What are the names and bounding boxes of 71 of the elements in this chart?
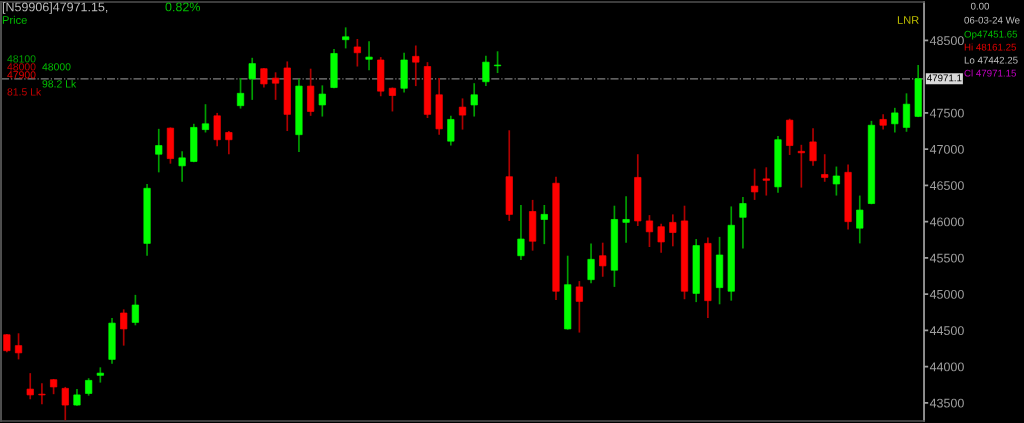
y-tick-label: 47000 bbox=[929, 144, 964, 154]
candlestick bbox=[797, 143, 805, 189]
text: Op47451.65 bbox=[964, 30, 1018, 40]
annotation: 47900 bbox=[7, 71, 36, 79]
candlestick bbox=[447, 114, 455, 147]
annotation: 81.5 Lk bbox=[7, 87, 42, 96]
chart-title: [N59906]47971.15, bbox=[2, 2, 108, 14]
candlestick bbox=[213, 112, 221, 148]
text: 06-03-24 We bbox=[964, 16, 1020, 24]
candlestick bbox=[61, 386, 69, 421]
annotation: LNR bbox=[897, 16, 919, 24]
candlestick bbox=[739, 196, 747, 250]
y-tick-label: 45000 bbox=[929, 289, 964, 299]
candlestick bbox=[365, 40, 373, 71]
candlestick bbox=[587, 242, 595, 285]
candlestick bbox=[809, 127, 817, 167]
candlestick bbox=[575, 280, 583, 334]
annotation: 48100 bbox=[7, 55, 36, 63]
candlestick bbox=[891, 107, 899, 134]
candlestick bbox=[26, 372, 34, 401]
y-tick-label: 46000 bbox=[929, 217, 964, 227]
annotation: 48000 bbox=[42, 63, 71, 71]
y-tick-label: 48500 bbox=[929, 36, 964, 46]
y-tick-label: 46500 bbox=[929, 181, 964, 191]
candlestick bbox=[155, 128, 163, 174]
candlestick bbox=[38, 382, 46, 406]
candlestick bbox=[272, 71, 280, 101]
candlestick bbox=[131, 294, 139, 327]
text: 0.00 bbox=[970, 2, 990, 10]
annotation: 48000 bbox=[7, 63, 36, 71]
annotation: Price bbox=[2, 15, 27, 24]
candlestick bbox=[342, 26, 350, 50]
chart-subtitle: 0.82% bbox=[165, 2, 200, 12]
candlestick bbox=[482, 54, 490, 87]
candlestick bbox=[832, 165, 840, 197]
candlestick bbox=[762, 166, 770, 197]
candlestick bbox=[645, 214, 654, 248]
text: Lo 47442.25 bbox=[964, 56, 1018, 64]
candlestick bbox=[657, 222, 665, 254]
candlestick bbox=[669, 213, 677, 248]
text: Hi 48161.25 bbox=[964, 43, 1017, 51]
candlestick bbox=[622, 195, 630, 244]
candlestick bbox=[3, 333, 11, 353]
candlestick bbox=[353, 38, 361, 68]
candlestick bbox=[494, 50, 502, 74]
candlestick bbox=[120, 308, 128, 347]
y-tick-label: 44000 bbox=[929, 362, 964, 372]
candlestick bbox=[821, 153, 829, 183]
candlestick bbox=[599, 241, 607, 278]
candlestick bbox=[318, 84, 326, 118]
candlestick bbox=[902, 92, 911, 133]
candlestick bbox=[470, 82, 478, 118]
y-tick-label: 45500 bbox=[929, 253, 964, 263]
ref-line-label: 47971.1 bbox=[927, 74, 962, 82]
candlestick bbox=[412, 44, 420, 87]
candlestick bbox=[225, 130, 233, 156]
candlestick bbox=[856, 194, 864, 245]
candlestick bbox=[458, 97, 467, 131]
candlestick bbox=[517, 204, 525, 261]
candlestick bbox=[178, 150, 186, 183]
candlestick bbox=[201, 103, 210, 134]
text: Cl 47971.15 bbox=[964, 69, 1017, 77]
y-tick-label: 43500 bbox=[929, 398, 964, 408]
y-tick-label: 47500 bbox=[929, 108, 964, 118]
y-tick-label: 44500 bbox=[929, 326, 964, 336]
candlestick bbox=[751, 167, 759, 201]
candlestick bbox=[540, 204, 548, 245]
annotation: 98.2 Lk bbox=[42, 79, 77, 88]
candlestick bbox=[14, 332, 23, 361]
candlestick bbox=[236, 77, 245, 110]
candlestick bbox=[248, 56, 256, 101]
